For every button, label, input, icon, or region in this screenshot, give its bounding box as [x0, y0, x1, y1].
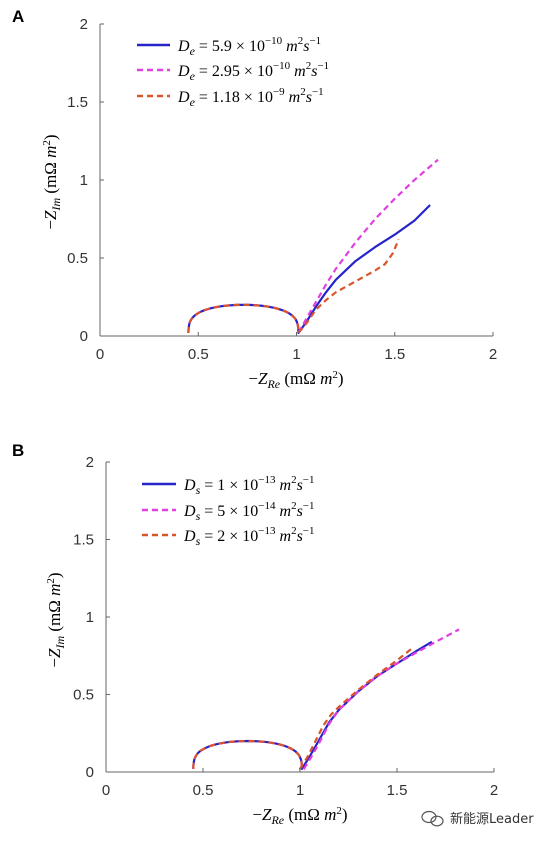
x-tick-label-a-3: 1.5	[384, 346, 405, 363]
y-tick-label-a-4: 2	[80, 16, 88, 33]
y-tick-label-a-3: 1.5	[67, 94, 88, 111]
watermark-text: 新能源Leader	[450, 811, 534, 827]
legend-b: Ds = 1 × 10−13 m2s−1 Ds = 5 × 10−14 m2s−…	[142, 474, 315, 548]
legend-label-a-2: De = 1.18 × 10−9 m2s−1	[177, 86, 324, 109]
panel-letter-a: A	[12, 7, 24, 26]
legend-a: De = 5.9 × 10−10 m2s−1 De = 2.95 × 10−10…	[137, 35, 329, 109]
chart-panel-b: B 0 0.5 1 1.5 2 0 0.5 1 1.5 2 −ZIm (mΩ m2) −ZRe (…	[12, 441, 498, 827]
panel-letter-b: B	[12, 441, 24, 460]
ticks-a: 0 0.5 1 1.5 2 0 0.5 1 1.5 2	[67, 16, 497, 363]
series-line-a-1	[187, 158, 439, 334]
x-tick-label-b-1: 0.5	[193, 782, 214, 799]
y-axis-label-b: −ZIm (mΩ m2)	[45, 572, 67, 667]
x-tick-label-b-2: 1	[296, 782, 304, 799]
y-tick-label-b-1: 0.5	[73, 687, 94, 704]
y-tick-label-a-1: 0.5	[67, 250, 88, 267]
x-tick-label-b-3: 1.5	[387, 782, 408, 799]
legend-label-a-1: De = 2.95 × 10−10 m2s−1	[177, 60, 329, 83]
watermark: 新能源Leader	[421, 810, 534, 827]
series-line-a-2	[187, 238, 400, 334]
chart-panel-a: A 0 0.5 1 1.5 2 0 0.5 1 1.5 2 −ZIm (mΩ m2) −ZRe (…	[12, 7, 497, 391]
x-tick-label-a-2: 1	[292, 346, 300, 363]
plot-area-b	[192, 628, 460, 770]
y-tick-label-b-2: 1	[86, 609, 94, 626]
y-tick-label-b-3: 1.5	[73, 532, 94, 549]
y-tick-label-b-4: 2	[86, 454, 94, 471]
x-tick-label-a-4: 2	[489, 346, 497, 363]
x-axis-label-b: −ZRe (mΩ m2)	[252, 805, 347, 827]
x-axis-label-a: −ZRe (mΩ m2)	[248, 369, 343, 391]
y-tick-label-a-2: 1	[80, 172, 88, 189]
legend-label-b-2: Ds = 2 × 10−13 m2s−1	[183, 525, 315, 548]
ticks-b: 0 0.5 1 1.5 2 0 0.5 1 1.5 2	[73, 454, 498, 799]
wechat-icon	[421, 810, 444, 827]
y-tick-label-a-0: 0	[80, 328, 88, 345]
series-line-b-0	[192, 640, 433, 770]
series-line-b-2	[192, 647, 414, 770]
legend-label-b-0: Ds = 1 × 10−13 m2s−1	[183, 474, 315, 497]
plot-area-a	[187, 158, 439, 334]
x-tick-label-a-1: 0.5	[188, 346, 209, 363]
x-tick-label-a-0: 0	[96, 346, 104, 363]
y-tick-label-b-0: 0	[86, 764, 94, 781]
x-tick-label-b-4: 2	[490, 782, 498, 799]
legend-label-b-1: Ds = 5 × 10−14 m2s−1	[183, 500, 315, 523]
y-axis-label-a: −ZIm (mΩ m2)	[41, 134, 63, 229]
legend-label-a-0: De = 5.9 × 10−10 m2s−1	[177, 35, 321, 58]
x-tick-label-b-0: 0	[102, 782, 110, 799]
